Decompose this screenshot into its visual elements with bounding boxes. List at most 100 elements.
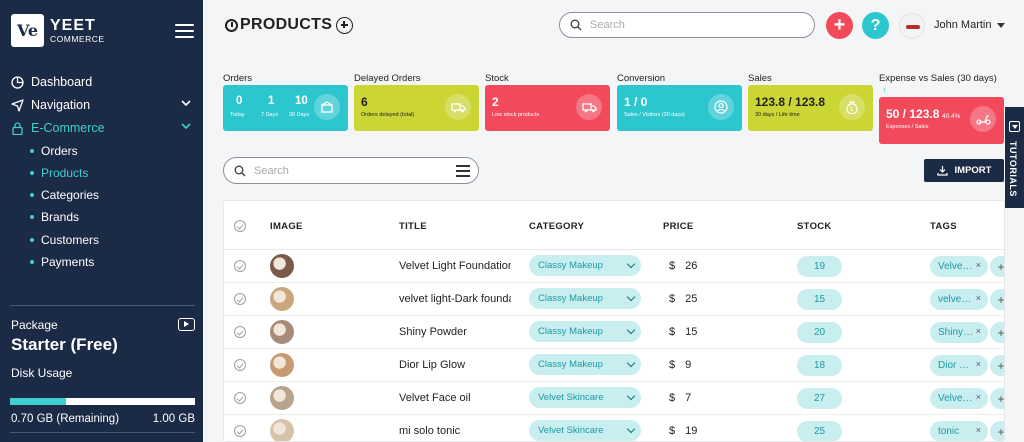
product-thumbnail[interactable]	[270, 419, 294, 441]
add-tag-button[interactable]: +	[990, 388, 1004, 409]
table-row[interactable]: Velvet Light Foundation Classy Makeup $26 1…	[224, 250, 1004, 283]
product-title[interactable]: Dior Lip Glow	[399, 359, 466, 371]
add-tag-button[interactable]: +	[990, 256, 1004, 277]
row-checkbox[interactable]	[234, 293, 246, 305]
row-checkbox[interactable]	[234, 392, 246, 404]
row-checkbox[interactable]	[234, 359, 246, 371]
sidebar-subitem-customers[interactable]: Customers	[30, 232, 99, 248]
stock-value[interactable]: 27	[797, 388, 842, 409]
sidebar-subitem-categories[interactable]: Categories	[30, 187, 99, 203]
sidebar-subitem-brands[interactable]: Brands	[30, 209, 79, 225]
disk-remaining: 0.70 GB (Remaining)	[11, 413, 120, 425]
table-row[interactable]: Dior Lip Glow Classy Makeup $9 18 Dior … × +	[224, 349, 1004, 382]
column-header-price[interactable]: PRICE	[663, 221, 694, 232]
category-select[interactable]: Classy Makeup	[529, 321, 641, 342]
orders-week-value: 1	[268, 95, 275, 107]
table-row[interactable]: velvet light-Dark foundation Classy Makeu…	[224, 283, 1004, 316]
import-button[interactable]: IMPORT	[924, 159, 1004, 182]
remove-tag-icon[interactable]: ×	[975, 425, 981, 435]
add-product-icon[interactable]	[336, 16, 354, 34]
tag-chip: tonic ×	[930, 421, 988, 441]
stat-card-stock[interactable]: 2 Low stock products	[485, 85, 610, 131]
filter-sliders-icon[interactable]	[456, 164, 470, 177]
remove-tag-icon[interactable]: ×	[975, 293, 981, 303]
product-title[interactable]: mi solo tonic	[399, 425, 461, 437]
help-button[interactable]: ?	[862, 12, 889, 39]
column-header-image[interactable]: IMAGE	[270, 221, 303, 232]
menu-toggle-icon[interactable]	[175, 24, 194, 38]
product-thumbnail[interactable]	[270, 320, 294, 344]
row-checkbox[interactable]	[234, 326, 246, 338]
stat-card-sales[interactable]: 123.8 / 123.8 30 days / Life time $	[748, 85, 873, 131]
brand-name: YEET	[50, 16, 96, 34]
sidebar-item-ecommerce[interactable]: E-Commerce	[10, 119, 195, 137]
scooter-icon	[970, 106, 996, 132]
stat-card-expense[interactable]: 50 / 123.8 40.4% Expenses / Sales	[879, 97, 1004, 144]
add-tag-button[interactable]: +	[990, 355, 1004, 376]
row-checkbox[interactable]	[234, 260, 246, 272]
chevron-down-icon	[626, 325, 636, 335]
global-search-input[interactable]	[590, 19, 790, 31]
stock-value[interactable]: 18	[797, 355, 842, 376]
video-play-icon[interactable]	[178, 318, 195, 331]
stat-card-delayed[interactable]: 6 Orders delayed (total)	[354, 85, 479, 131]
product-title[interactable]: velvet light-Dark foundation	[399, 293, 511, 305]
product-price: $15	[669, 326, 697, 338]
row-checkbox[interactable]	[234, 425, 246, 437]
stock-value[interactable]: 25	[797, 421, 842, 441]
caret-down-icon[interactable]	[997, 23, 1005, 28]
product-thumbnail[interactable]	[270, 386, 294, 410]
add-tag-button[interactable]: +	[990, 322, 1004, 343]
product-search-input[interactable]	[254, 164, 454, 177]
category-select[interactable]: Velvet Skincare	[529, 420, 641, 441]
divider	[10, 305, 195, 306]
product-thumbnail[interactable]	[270, 353, 294, 377]
column-header-tags[interactable]: TAGS	[930, 221, 957, 232]
table-row[interactable]: mi solo tonic Velvet Skincare $19 25 tonic × +	[224, 415, 1004, 441]
remove-tag-icon[interactable]: ×	[975, 359, 981, 369]
category-select[interactable]: Classy Makeup	[529, 288, 641, 309]
products-table: IMAGE TITLE CATEGORY PRICE STOCK TAGS Ve…	[223, 200, 1005, 442]
product-thumbnail[interactable]	[270, 287, 294, 311]
sidebar-item-dashboard[interactable]: Dashboard	[10, 73, 195, 91]
sidebar-subitem-orders[interactable]: Orders	[30, 143, 78, 159]
add-tag-button[interactable]: +	[990, 289, 1004, 310]
table-row[interactable]: Shiny Powder Classy Makeup $15 20 Shiny… × +	[224, 316, 1004, 349]
remove-tag-icon[interactable]: ×	[975, 260, 981, 270]
avatar[interactable]	[899, 13, 925, 39]
sidebar-subitem-payments[interactable]: Payments	[30, 254, 94, 270]
remove-tag-icon[interactable]: ×	[975, 326, 981, 336]
category-select[interactable]: Classy Makeup	[529, 354, 641, 375]
product-title[interactable]: Shiny Powder	[399, 326, 467, 338]
stock-value[interactable]: 19	[797, 256, 842, 277]
brand-logo[interactable]: Ve YEET COMMERCE	[11, 14, 105, 47]
stat-card-orders[interactable]: 0 Today 1 7 Days 10 30 Days	[223, 85, 348, 131]
quick-add-button[interactable]: +	[826, 12, 853, 39]
product-title[interactable]: Velvet Light Foundation	[399, 260, 511, 272]
table-row[interactable]: Velvet Face oil Velvet Skincare $7 27 Velve……	[224, 382, 1004, 415]
product-title[interactable]: Velvet Face oil	[399, 392, 471, 404]
column-header-stock[interactable]: STOCK	[797, 221, 832, 232]
user-name[interactable]: John Martin	[934, 19, 992, 31]
add-tag-button[interactable]: +	[990, 421, 1004, 441]
sidebar-item-navigation[interactable]: Navigation	[10, 96, 195, 114]
package-name: Starter (Free)	[11, 335, 118, 354]
column-header-title[interactable]: TITLE	[399, 221, 427, 232]
stock-value[interactable]: 15	[797, 289, 842, 310]
product-search[interactable]	[223, 157, 479, 184]
package-label: Package	[11, 318, 58, 332]
subitem-label: Products	[41, 166, 89, 180]
remove-tag-icon[interactable]: ×	[975, 392, 981, 402]
stat-label-sales: Sales	[748, 73, 772, 84]
tutorials-tab[interactable]: TUTORIALS	[1005, 107, 1024, 208]
stat-card-conversion[interactable]: 1 / 0 Sales / Visitors (30 days)	[617, 85, 742, 131]
select-all-checkbox[interactable]	[234, 220, 246, 232]
stock-value[interactable]: 20	[797, 322, 842, 343]
column-header-category[interactable]: CATEGORY	[529, 221, 585, 232]
category-select[interactable]: Classy Makeup	[529, 255, 641, 276]
sidebar-subitem-products[interactable]: Products	[30, 165, 88, 181]
category-select[interactable]: Velvet Skincare	[529, 387, 641, 408]
product-thumbnail[interactable]	[270, 254, 294, 278]
orders-month-value: 10	[295, 95, 308, 107]
global-search[interactable]	[559, 12, 815, 38]
